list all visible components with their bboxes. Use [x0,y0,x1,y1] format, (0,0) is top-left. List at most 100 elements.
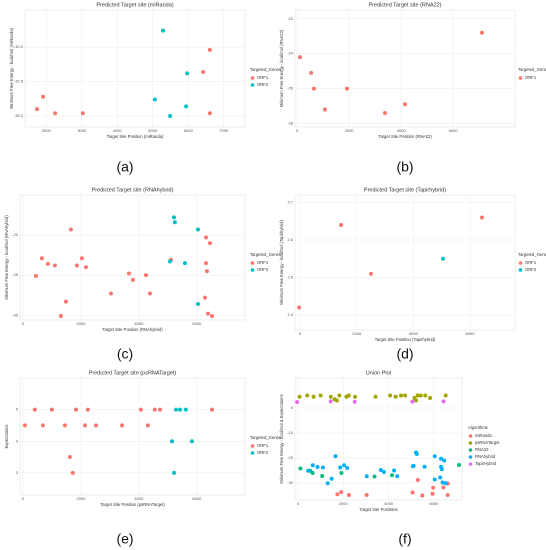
point [441,399,446,404]
point [328,399,333,404]
x-tick-label: 2000 [76,321,86,326]
plot-area [19,194,246,321]
plot-area [24,9,246,128]
point [80,111,85,116]
point [342,463,347,468]
point [399,393,404,398]
point [337,393,342,398]
point [130,277,135,282]
x-tick-label: 6000 [429,501,439,506]
y-tick-label: -25 [12,272,19,277]
point [441,485,446,490]
panel-label: (c) [117,346,133,362]
point [432,454,437,459]
y-axis-label: Minimum Free Energy - kcal/mol (RNAhybri… [4,215,9,300]
point [184,104,189,109]
point [418,393,423,398]
point [381,470,386,474]
point [93,423,98,428]
point [169,439,174,444]
x-tick-label: 3000 [77,128,87,133]
x-axis-label: Target Site Position (Tapirhybrid) [375,337,436,342]
point [364,474,369,479]
y-axis-label: Expectations [4,425,9,449]
legend-title: Targeted_Genes [250,252,281,257]
y-tick-label: 2.6 [287,237,293,242]
x-axis-label: Target Site Position (RNA22) [378,134,432,139]
point [480,215,485,220]
point [126,271,131,276]
point [205,311,210,316]
point [70,470,75,475]
legend-swatch [250,76,255,80]
point [414,398,419,403]
point [325,481,330,486]
y-tick-label: -10 [287,430,294,435]
x-tick-label: 0 [22,321,25,326]
point [189,439,194,444]
legend-label: RNAhybrid [475,454,496,459]
point [74,263,79,268]
legend-swatch [468,441,473,445]
point [22,423,27,428]
y-tick-label: -24 [287,51,294,56]
y-tick-label: -32.5 [14,79,24,84]
y-tick-label: -22 [287,16,294,21]
point [82,423,87,428]
point [422,464,427,469]
point [393,394,398,399]
legend-label: ORF1 [525,260,537,265]
point [346,393,351,398]
x-tick-label: 4000 [134,496,144,501]
point [443,481,448,486]
point [183,407,188,412]
point [318,393,323,398]
point [67,455,72,460]
panel-label: (d) [396,346,413,362]
legend-swatch [518,261,523,265]
point [158,407,163,412]
point [339,223,344,227]
legend-swatch [468,434,473,438]
legend-swatch [250,268,255,272]
point [369,271,374,276]
x-tick-label: 4000 [397,128,407,133]
legend-title: Targeted_Genes [518,252,546,257]
y-tick-label: -26 [287,86,294,91]
chart-title: Union Plot [366,370,392,376]
x-tick-label: 4000 [134,321,144,326]
point [443,393,448,398]
point [171,215,176,220]
point [207,47,212,52]
legend-label: ORF2 [525,267,537,272]
legend-label: psRNATarget [475,440,500,445]
plot-area [294,9,516,128]
point [334,398,339,403]
point [338,465,343,470]
point [364,493,369,497]
legend-swatch [518,268,523,272]
legend-title: Algorithms [468,425,488,430]
point [311,394,316,399]
point [315,465,320,469]
point [79,256,84,261]
point [45,261,50,266]
y-tick-label: 5 [16,407,19,412]
point [33,273,38,278]
x-tick-label: 6000 [184,128,194,133]
legend-swatch [468,462,473,466]
x-tick-label: 0 [296,128,299,133]
x-tick-label: 2000 [345,128,355,133]
legend-swatch [250,261,255,265]
panel-label: (b) [396,159,413,175]
chart-title: Predicted Target site (RNAhybrid) [92,187,174,193]
point [388,393,393,398]
x-tick-label: 7000 [219,128,229,133]
chart-title: Predicted Target site (psRNATarget) [89,370,177,376]
x-tick-label: 4000 [113,128,123,133]
point [305,393,310,398]
point [372,474,377,479]
x-axis-label: Target Site Position (miRanda) [107,134,164,139]
point [32,407,37,412]
